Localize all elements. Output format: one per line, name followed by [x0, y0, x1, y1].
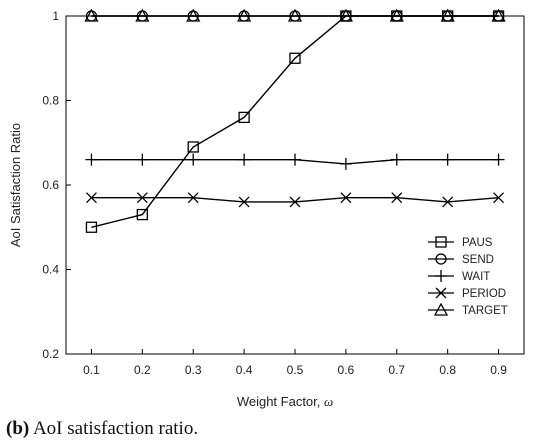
data-point-paus [238, 111, 250, 124]
series-target [84, 8, 506, 22]
x-tick-label: 0.7 [388, 363, 405, 377]
series-period [85, 192, 505, 208]
series-line-paus [91, 15, 499, 228]
y-tick-label: 0.8 [42, 94, 59, 108]
y-tick-label: 0.2 [42, 347, 59, 361]
series-paus [85, 10, 505, 233]
data-point-wait [390, 153, 403, 166]
data-point-period [493, 192, 505, 204]
data-point-wait [441, 153, 454, 166]
legend-item-wait: WAIT [428, 270, 490, 283]
x-tick-label: 0.9 [490, 363, 507, 377]
legend-item-paus: PAUS [428, 236, 493, 249]
data-point-wait [289, 153, 301, 166]
legend-marker [435, 236, 447, 248]
legend-label: PERIOD [462, 288, 506, 300]
x-tick-label: 0.6 [338, 363, 355, 377]
data-point-paus [289, 52, 301, 64]
data-point-wait [238, 153, 251, 166]
data-point-target [440, 8, 455, 22]
x-axis-title-text: Weight Factor, [237, 394, 324, 409]
data-point-period [238, 196, 250, 208]
data-point-target [491, 8, 506, 22]
data-point-period [136, 192, 148, 204]
data-point-period [187, 192, 199, 204]
x-tick-label: 0.2 [134, 363, 151, 377]
legend-marker [435, 287, 447, 299]
data-point-period [391, 192, 403, 204]
x-tick-label: 0.3 [185, 363, 202, 377]
y-axis-title: AoI Satisfaction Ratio [8, 123, 23, 247]
data-point-wait [339, 157, 352, 170]
data-point-target [186, 8, 201, 22]
data-point-period [289, 196, 301, 208]
data-point-period [85, 192, 97, 204]
data-point-target [237, 8, 252, 22]
legend-label: SEND [462, 254, 494, 266]
figure-caption: (b) AoI satisfaction ratio. [6, 418, 198, 440]
data-point-target [338, 8, 353, 22]
data-point-paus [85, 221, 98, 233]
x-tick-label: 0.4 [236, 363, 253, 377]
series-wait [85, 153, 505, 170]
data-point-paus [187, 141, 199, 153]
y-tick-label: 0.4 [42, 263, 59, 277]
legend-label: TARGET [462, 305, 508, 317]
y-tick-label: 1 [52, 9, 59, 23]
legend-item-send: SEND [428, 253, 494, 266]
data-point-target [287, 8, 303, 22]
data-point-paus [136, 208, 148, 221]
data-point-target [84, 8, 99, 22]
caption-tag: (b) [6, 418, 30, 439]
plot-area [65, 15, 525, 355]
x-tick-label: 0.8 [439, 363, 456, 377]
series-layer [84, 8, 506, 233]
data-point-wait [136, 153, 149, 166]
data-point-target [389, 8, 404, 22]
y-axis: 0.2 0.4 0.6 0.8 1 [42, 9, 71, 361]
legend-marker [435, 270, 447, 282]
legend-label: PAUS [462, 237, 493, 249]
caption-text: AoI satisfaction ratio. [32, 418, 199, 439]
data-point-period [442, 196, 454, 208]
data-point-wait [492, 153, 505, 166]
legend: PAUS SEND WAIT PERIOD TARGET [428, 236, 508, 317]
legend-item-period: PERIOD [428, 287, 506, 300]
x-tick-label: 0.5 [287, 363, 304, 377]
data-point-wait [187, 153, 200, 166]
legend-label: WAIT [462, 271, 490, 283]
x-tick-label: 0.1 [83, 363, 100, 377]
x-axis: 0.1 0.2 0.3 0.4 0.5 0.6 0.7 0.8 0.9 [83, 349, 507, 377]
data-point-target [135, 8, 150, 22]
x-axis-title: Weight Factor, ω [237, 394, 333, 409]
y-tick-label: 0.6 [42, 178, 59, 192]
x-axis-title-symbol: ω [324, 394, 333, 409]
data-point-wait [85, 153, 98, 166]
legend-marker [435, 253, 447, 265]
legend-marker [433, 302, 449, 316]
data-point-period [340, 192, 352, 204]
legend-item-target: TARGET [428, 302, 508, 317]
